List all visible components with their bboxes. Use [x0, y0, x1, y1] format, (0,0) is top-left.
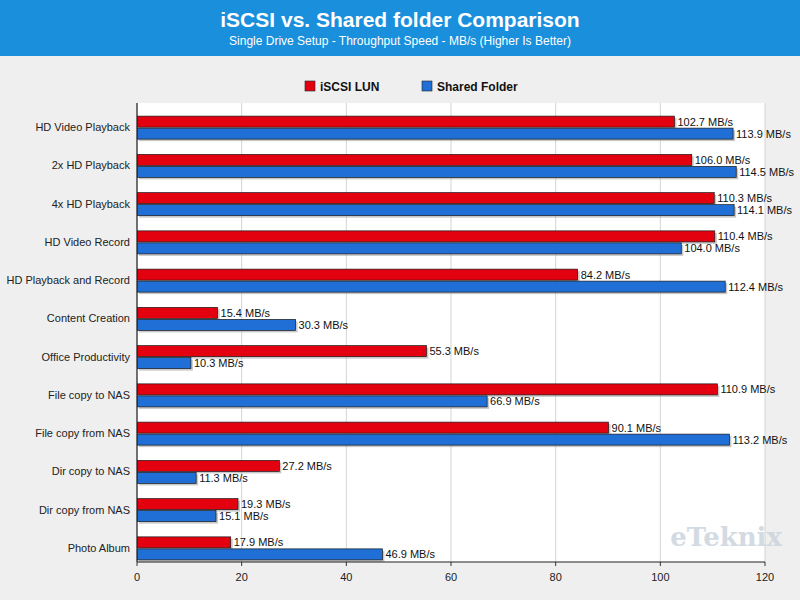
data-label: 110.3 MB/s: [717, 192, 772, 204]
category-label: Dir copy from NAS: [39, 504, 130, 516]
data-label: 46.9 MB/s: [385, 548, 435, 560]
data-label: 15.1 MB/s: [219, 510, 269, 522]
legend-label: Shared Folder: [437, 80, 518, 94]
legend-swatch: [422, 81, 432, 91]
legend-swatch: [305, 81, 315, 91]
data-label: 113.9 MB/s: [736, 128, 791, 140]
legend: iSCSI LUN Shared Folder: [305, 80, 518, 94]
bar: [137, 537, 231, 548]
category-label: 4x HD Playback: [52, 198, 131, 210]
bar: [137, 166, 736, 177]
data-label: 102.7 MB/s: [677, 116, 733, 128]
category-label: File copy from NAS: [35, 427, 130, 439]
tick-label: 40: [340, 571, 352, 583]
bar: [137, 384, 717, 395]
data-label: 110.9 MB/s: [720, 383, 775, 395]
x-axis: 0 20 40 60 80 100 120: [134, 103, 774, 583]
bar: [137, 422, 609, 433]
plot-area: [137, 103, 765, 562]
tick-label: 60: [445, 571, 457, 583]
bar: [137, 205, 734, 216]
data-label: 17.9 MB/s: [234, 536, 284, 548]
legend-label: iSCSI LUN: [320, 80, 379, 94]
bar: [137, 472, 196, 483]
data-label: 15.4 MB/s: [221, 307, 271, 319]
data-label: 110.4 MB/s: [718, 230, 773, 242]
data-label: 66.9 MB/s: [490, 395, 540, 407]
grid-line: [137, 103, 138, 562]
data-label: 30.3 MB/s: [299, 319, 349, 331]
bar: [137, 231, 715, 242]
bar: [137, 346, 426, 357]
tick-label: 80: [550, 571, 562, 583]
category-label: File copy to NAS: [48, 389, 130, 401]
data-label: 10.3 MB/s: [194, 357, 244, 369]
data-label: 90.1 MB/s: [612, 422, 662, 434]
data-label: 112.4 MB/s: [728, 281, 783, 293]
category-label: 2x HD Playback: [52, 159, 131, 171]
data-label: 113.2 MB/s: [732, 434, 787, 446]
bar: [137, 499, 238, 510]
data-label: 114.5 MB/s: [739, 166, 794, 178]
category-label: Office Productivity: [42, 351, 131, 363]
tick-label: 20: [236, 571, 248, 583]
header-band: [0, 0, 800, 56]
x-axis-line: [137, 561, 765, 562]
bar: [137, 307, 218, 318]
data-label: 106.0 MB/s: [695, 154, 751, 166]
category-label: Content Creation: [47, 312, 130, 324]
data-label: 84.2 MB/s: [581, 269, 631, 281]
category-label: Photo Album: [68, 542, 130, 554]
data-label: 55.3 MB/s: [429, 345, 479, 357]
bar: [137, 116, 674, 127]
bar: [137, 243, 681, 254]
category-label: Dir copy to NAS: [52, 465, 130, 477]
watermark: eTeknix: [670, 522, 782, 552]
data-label: 11.3 MB/s: [199, 472, 248, 484]
bar: [137, 281, 725, 292]
bar: [137, 434, 729, 445]
bar: [137, 511, 216, 522]
bar: [137, 549, 382, 560]
data-label: 19.3 MB/s: [241, 498, 291, 510]
bar: [137, 128, 733, 139]
bars: [137, 116, 738, 562]
category-label: HD Video Playback: [35, 121, 130, 133]
data-labels: 102.7 MB/s113.9 MB/s 106.0 MB/s114.5 MB/s…: [194, 116, 795, 561]
data-label: 104.0 MB/s: [684, 242, 740, 254]
bar: [137, 269, 578, 280]
bar: [137, 396, 487, 407]
bar: [137, 358, 191, 369]
bar: [137, 193, 714, 204]
data-label: 114.1 MB/s: [737, 204, 792, 216]
y-axis-line: [136, 103, 137, 562]
data-label: 27.2 MB/s: [282, 460, 332, 472]
tick-label: 0: [134, 571, 140, 583]
tick-label: 100: [651, 571, 669, 583]
category-label: HD Video Record: [45, 236, 130, 248]
tick-label: 120: [756, 571, 774, 583]
bar: [137, 154, 692, 165]
title: iSCSI vs. Shared folder Comparison: [220, 8, 579, 31]
y-axis: HD Video Playback 2x HD Playback 4x HD Pla…: [6, 121, 130, 554]
bar: [137, 460, 279, 471]
subtitle: Single Drive Setup - Throughput Speed - …: [229, 34, 571, 48]
category-label: HD Playback and Record: [6, 274, 130, 286]
bar: [137, 319, 296, 330]
background: [0, 0, 800, 600]
